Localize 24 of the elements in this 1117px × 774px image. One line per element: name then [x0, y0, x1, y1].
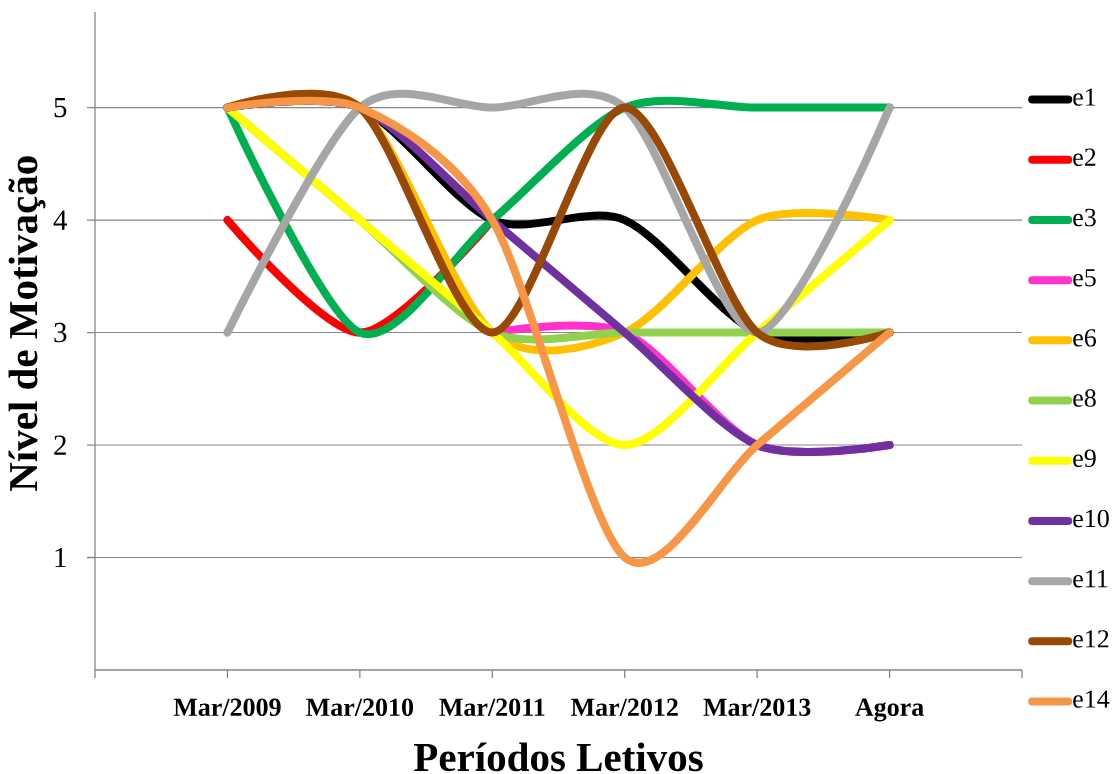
y-tick-label: 4 [53, 210, 68, 230]
legend-label: e1 [1073, 88, 1096, 106]
legend-label: e11 [1073, 569, 1108, 588]
y-tick-label: 3 [54, 322, 67, 343]
legend-label: e12 [1073, 630, 1109, 648]
x-tick-label: Agora [855, 698, 924, 722]
legend-label: e10 [1073, 509, 1109, 528]
legend-label: e3 [1073, 208, 1096, 227]
legend-label: e9 [1073, 449, 1096, 468]
y-tick-label: 5 [54, 97, 67, 118]
legend-label: e14 [1073, 690, 1110, 708]
y-axis-title: Nível de Motivação [8, 156, 46, 491]
x-tick-label: Mar/2011 [439, 698, 545, 717]
legend-label: e2 [1073, 148, 1096, 167]
x-tick-label: Mar/2013 [703, 698, 811, 717]
legend-label: e5 [1073, 269, 1096, 287]
y-tick-label: 1 [55, 547, 66, 568]
x-tick-label: Mar/2010 [306, 698, 414, 717]
legend-label: e8 [1073, 389, 1096, 407]
x-tick-label: Mar/2012 [571, 698, 678, 717]
x-axis-title: Períodos Letivos [414, 742, 703, 772]
legend-label: e6 [1073, 329, 1096, 347]
y-tick-label: 2 [54, 435, 66, 455]
x-tick-label: Mar/2009 [173, 698, 281, 717]
